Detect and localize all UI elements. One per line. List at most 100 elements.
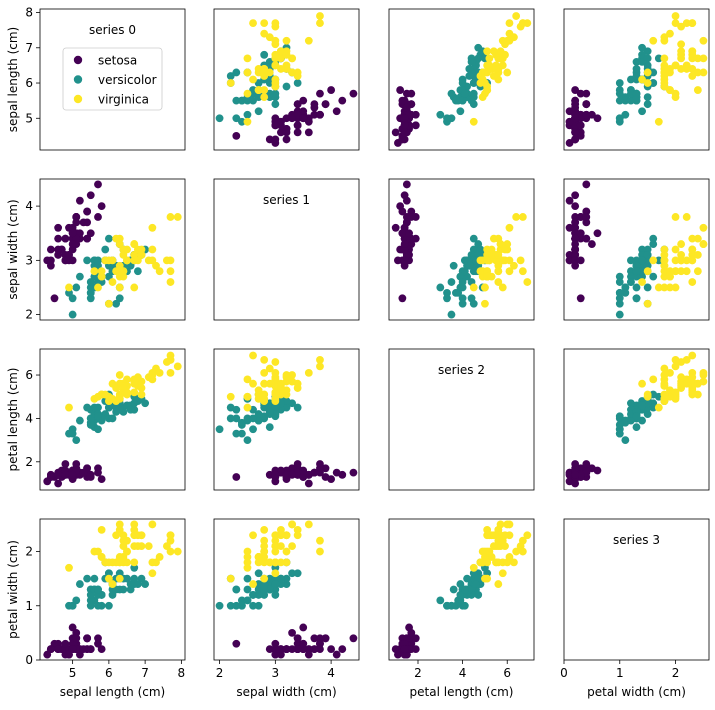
panel-r2-c2: series 2 [388,348,535,491]
point-versicolor [627,256,635,265]
point-virginica [293,531,302,540]
point-setosa [411,234,420,243]
point-setosa [288,645,296,654]
point-setosa [565,196,574,205]
point-virginica [130,558,139,567]
panel-r2-c1 [213,348,360,491]
point-setosa [293,121,302,130]
point-versicolor [90,574,99,583]
point-setosa [400,645,409,654]
panel-frame [563,178,710,321]
point-virginica [155,553,164,561]
point-virginica [518,547,527,556]
point-versicolor [226,72,235,80]
point-virginica [485,54,494,63]
x-tick-label: 5 [69,666,77,680]
y-axis-label: petal length (cm) [6,368,20,472]
point-virginica [123,388,131,397]
point-virginica [643,390,652,399]
point-virginica [666,267,674,276]
point-virginica [483,574,492,583]
x-tick-label: 2 [216,666,224,680]
point-versicolor [260,412,269,421]
point-virginica [101,256,110,265]
point-virginica [282,36,291,45]
point-setosa [68,245,77,254]
point-versicolor [460,585,469,594]
point-virginica [688,65,697,73]
point-versicolor [643,100,652,109]
point-setosa [265,135,274,144]
point-virginica [130,256,139,265]
point-setosa [316,645,324,654]
point-versicolor [643,283,652,292]
point-virginica [660,283,669,292]
point-setosa [571,261,580,270]
point-versicolor [643,47,652,56]
point-virginica [282,50,291,59]
point-virginica [677,256,686,265]
y-tick-label: 5 [25,111,33,125]
point-versicolor [237,429,246,438]
point-virginica [260,574,269,583]
point-virginica [671,12,680,20]
point-virginica [476,558,485,567]
point-virginica [688,72,697,80]
panel-frame [388,348,535,491]
point-setosa [332,107,341,116]
point-versicolor [643,256,652,265]
point-virginica [282,558,291,567]
point-virginica [277,525,285,534]
point-versicolor [615,79,624,87]
point-virginica [638,379,646,388]
point-setosa [304,650,313,659]
point-setosa [68,470,77,479]
point-versicolor [72,436,81,445]
point-virginica [654,117,663,126]
point-versicolor [277,580,285,588]
point-versicolor [654,54,663,63]
point-virginica [523,531,532,540]
point-virginica [660,364,669,373]
point-versicolor [638,272,646,281]
panel-frame [388,8,535,151]
point-setosa [282,135,291,144]
point-setosa [86,473,95,481]
panel-r3-c3: series 3 [563,518,710,661]
point-versicolor [249,591,257,599]
point-virginica [260,19,269,27]
point-versicolor [465,261,474,270]
point-virginica [693,86,702,94]
point-virginica [682,213,691,221]
point-virginica [271,375,280,384]
x-axis-label: petal width (cm) [587,685,686,699]
point-versicolor [627,89,635,98]
point-versicolor [632,283,641,292]
point-virginica [483,47,492,56]
point-setosa [54,645,63,654]
legend-label-virginica: virginica [98,92,149,106]
point-virginica [130,388,139,397]
point-virginica [130,520,139,529]
point-virginica [682,379,691,388]
point-virginica [155,267,164,276]
point-virginica [688,256,697,265]
point-versicolor [452,96,460,105]
point-versicolor [126,405,135,414]
point-versicolor [443,294,451,303]
point-versicolor [615,310,624,319]
point-setosa [310,634,319,643]
point-versicolor [271,100,280,109]
point-versicolor [654,256,663,265]
point-versicolor [638,256,646,265]
point-setosa [61,470,70,479]
point-versicolor [265,79,274,87]
point-virginica [316,536,324,545]
y-axis-label: sepal length (cm) [6,27,20,132]
point-versicolor [249,425,257,434]
point-virginica [494,580,503,588]
point-virginica [505,19,514,27]
point-versicolor [460,601,469,610]
point-virginica [108,580,117,588]
point-virginica [682,65,691,73]
